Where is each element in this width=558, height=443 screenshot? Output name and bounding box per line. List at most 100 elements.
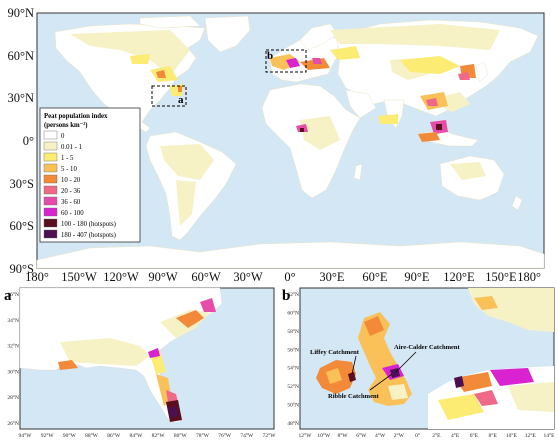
- lon-tick: 90°E: [404, 270, 429, 282]
- legend-label: 1 - 5: [61, 155, 74, 162]
- legend-label: 36 - 60: [61, 199, 81, 206]
- inset-a-letter: a: [4, 288, 12, 304]
- legend-title: Peat population index: [44, 113, 108, 120]
- lat-tick-labels: 90°N 60°N 30°N 0° 30°S 60°S 90°S: [7, 6, 34, 276]
- lon-tick: 30°W: [233, 270, 262, 282]
- lon-tick: 0°: [415, 432, 420, 439]
- lon-tick: 8°W: [337, 432, 348, 439]
- legend-label: 5 - 10: [61, 166, 77, 173]
- lon-tick: 94°W: [19, 432, 33, 439]
- lon-tick: 120°E: [443, 270, 475, 282]
- lat-tick: 28°N: [7, 394, 19, 401]
- land-greenland: [204, 15, 251, 53]
- inset-box-b-label: b: [267, 50, 273, 62]
- lat-tick: 30°N: [7, 368, 19, 375]
- lon-tick: 4°W: [375, 432, 386, 439]
- inset-b-ireland-hotspot: [348, 372, 356, 382]
- land-antarctica: [36, 241, 545, 269]
- lon-tick: 14°E: [543, 432, 555, 439]
- ribble-leader: [369, 373, 393, 391]
- lon-tick-labels: 180° 150°W 120°W 90°W 60°W 30°W 0° 30°E …: [25, 270, 541, 282]
- lat-tick: 58°N: [287, 328, 299, 335]
- land-india: [383, 99, 405, 129]
- lon-tick: 84°W: [129, 432, 143, 439]
- lon-tick: 88°W: [85, 432, 99, 439]
- inset-a-peat-magenta: [200, 298, 216, 312]
- lon-tick: 120°W: [103, 270, 139, 282]
- inset-a-peat-orange: [176, 310, 204, 328]
- land-new-zealand: [511, 195, 523, 211]
- lon-tick: 8°E: [489, 432, 498, 439]
- inset-a-peat-hotspot: [168, 406, 178, 418]
- lat-tick: 50°N: [287, 402, 299, 409]
- lon-tick: 80°W: [174, 432, 188, 439]
- lat-tick: 60°N: [7, 49, 34, 63]
- inset-b-peat-europe-magenta: [490, 368, 534, 386]
- aire-calder-leader: [395, 351, 417, 373]
- callout-liffey: Liffey Catchment: [310, 349, 360, 356]
- legend-swatch: [43, 207, 58, 217]
- lon-tick: 90°W: [63, 432, 77, 439]
- world-map: a b 90°N 60°N 30°N 0° 30°S 60°S 90°S 180…: [7, 6, 545, 282]
- legend-label: 0.01 - 1: [61, 144, 82, 151]
- legend-label: 180 - 407 (hotspots): [61, 232, 116, 239]
- lat-tick: 32°N: [7, 343, 19, 350]
- lon-tick: 6°W: [356, 432, 367, 439]
- lat-tick: 90°N: [7, 6, 34, 20]
- inset-a-map: a 36°N 34°N 32°N 30°N 28°N 26°N 94°W 92°W 90°W 8…: [4, 287, 277, 439]
- legend-swatch: [43, 152, 58, 162]
- inset-b-lat-ticks: 62°N 60°N 58°N 56°N 54°N 52°N 50°N 48°N: [287, 291, 299, 427]
- legend-swatch: [43, 196, 58, 206]
- legend-label: 20 - 36: [61, 188, 81, 195]
- inset-b-land-norway-peat: [474, 296, 498, 310]
- inset-b-peat-europe-pale: [508, 382, 554, 412]
- lon-tick: 12°W: [299, 432, 313, 439]
- lon-tick: 0°: [284, 270, 295, 282]
- lat-tick: 52°N: [287, 383, 299, 390]
- callout-aire-calder: Aire-Calder Catchment: [394, 344, 460, 351]
- land-japan: [475, 61, 489, 83]
- legend-subtitle: (persons km⁻²): [44, 122, 88, 129]
- lat-tick: 48°N: [287, 420, 299, 427]
- inset-b-britain-pale: [388, 384, 408, 400]
- inset-b-letter: b: [282, 288, 290, 304]
- lat-tick: 56°N: [287, 346, 299, 353]
- lon-tick: 60°E: [362, 270, 387, 282]
- legend-swatch: [43, 229, 58, 239]
- legend-label: 100 - 180 (hotspots): [61, 221, 116, 228]
- land-arctic-islands: [139, 15, 201, 29]
- legend-label: 0: [61, 133, 65, 140]
- inset-b-ireland-pale: [326, 368, 342, 384]
- inset-a-peat-pale: [60, 338, 150, 366]
- lat-tick: 26°N: [7, 420, 19, 427]
- land-arabia: [345, 89, 377, 119]
- inset-a-lat-ticks: 36°N 34°N 32°N 30°N 28°N 26°N: [7, 291, 19, 427]
- inset-box-a: [151, 85, 187, 107]
- callout-ribble: Ribble Catchment: [328, 393, 380, 400]
- lon-tick: 150°E: [485, 270, 517, 282]
- legend-label: 10 - 20: [61, 177, 81, 184]
- legend-rows: 0 0.01 - 1 1 - 5 5 - 10 10 - 20 20 - 36 36 - 6…: [43, 130, 116, 239]
- lon-tick: 180°: [25, 270, 49, 282]
- lon-tick: 12°E: [525, 432, 537, 439]
- inset-b-peat-europe-orange: [454, 372, 492, 392]
- peat-coverage-high: [130, 46, 476, 142]
- legend-swatch: [43, 218, 58, 228]
- lat-tick: 34°N: [7, 317, 19, 324]
- inset-b-lon-ticks: 12°W 10°W 8°W 6°W 4°W 2°W 0° 2°E 4°E 6°E 8°E 10°E 12…: [299, 432, 556, 439]
- lat-tick: 54°N: [287, 365, 299, 372]
- lon-tick: 150°W: [61, 270, 97, 282]
- lon-tick: 30°E: [319, 270, 344, 282]
- legend: Peat population index (persons km⁻²) 0 0.…: [39, 107, 141, 243]
- lon-tick: 180°: [517, 270, 541, 282]
- legend-swatch: [43, 174, 58, 184]
- land-madagascar: [353, 163, 363, 181]
- lon-tick: 86°W: [107, 432, 121, 439]
- lon-tick: 82°W: [152, 432, 166, 439]
- liffey-leader: [351, 355, 357, 375]
- lat-tick: 0°: [23, 134, 34, 148]
- lon-tick: 72°W: [263, 432, 277, 439]
- inset-b-map: Liffey Catchment Aire-Calder Catchment R…: [282, 287, 556, 439]
- inset-b-land-britain: [358, 312, 412, 406]
- lon-tick: 10°E: [506, 432, 518, 439]
